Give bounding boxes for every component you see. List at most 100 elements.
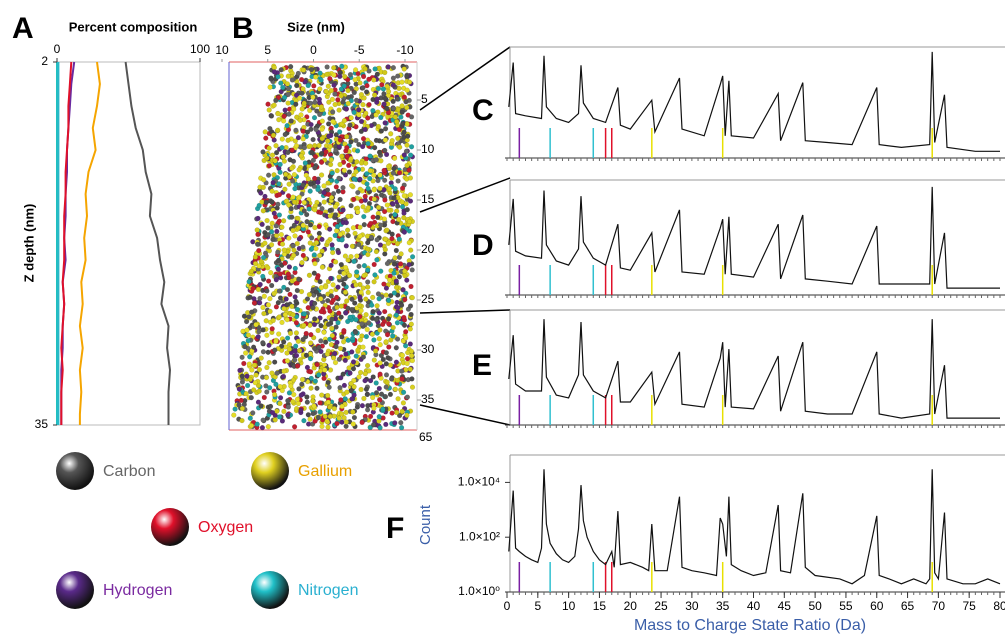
atom [252,254,259,260]
atom [306,272,313,278]
atom [326,191,332,198]
atom [267,126,273,132]
atom [265,232,271,238]
atom [364,391,370,398]
atom [267,84,273,90]
atom [335,320,341,326]
atom [383,350,390,356]
atom [351,258,357,265]
atom [293,343,299,349]
atom [292,138,299,144]
atom [285,412,291,418]
atom [377,172,383,178]
atom [386,344,392,350]
atom [350,225,357,231]
atom [370,214,376,220]
atom [285,91,291,98]
atom [291,199,298,205]
atom [274,370,280,376]
atom [326,133,332,139]
atom [305,229,311,235]
atom [300,252,306,259]
atom [350,409,356,415]
atom [286,111,292,117]
atom [339,334,345,340]
atom [338,262,344,268]
atom [358,308,364,314]
atom [333,147,339,153]
panel-letter: E [472,349,492,382]
atom [285,193,292,199]
atom [296,194,302,200]
atom [348,115,354,121]
atom [245,338,251,344]
atom [357,176,363,182]
atom [332,91,338,97]
atom [334,223,341,230]
atom [351,109,357,116]
atom [261,255,267,261]
atom [274,228,280,235]
atom [330,118,336,125]
atom [361,395,367,402]
atom [382,251,388,257]
atom [301,100,307,106]
atom [357,224,363,230]
atom [376,414,382,420]
atom [382,236,389,242]
atom [344,389,350,395]
atom [391,195,397,201]
atom [318,348,324,355]
x-tick-label: 5 [534,599,541,613]
atom [324,351,331,357]
atom [404,207,410,213]
atom [394,377,401,384]
atom [354,253,360,259]
atom [308,181,314,187]
atom [376,385,382,392]
profile-line [124,61,172,425]
atom [364,326,370,333]
atom [408,311,414,318]
atom [295,70,301,77]
atom [393,312,399,318]
atom [315,414,322,421]
atom [299,376,306,383]
atom [404,356,411,362]
atom [337,196,343,203]
atom [260,273,266,280]
atom [323,284,329,290]
atom [319,423,325,430]
atom [407,341,413,347]
atom [279,387,285,394]
atom [250,286,256,292]
atom [347,71,354,78]
x-tick-label: 20 [624,599,638,613]
atom [371,279,377,285]
atom [395,396,401,402]
atom [313,246,319,252]
atom [364,83,370,89]
atom [375,291,382,297]
atom [399,199,405,205]
atom [273,338,279,345]
atom [360,344,366,350]
atom [329,170,335,176]
atom [361,73,367,80]
atom [306,206,312,212]
atom [316,230,322,237]
atom [317,279,323,285]
atom [377,185,383,192]
atom [391,261,398,267]
atom [280,373,287,380]
atom [275,257,282,264]
atom [371,187,377,193]
atom [341,415,347,421]
atom [297,95,303,101]
atom [263,318,269,324]
atom [275,111,281,117]
atom [371,196,377,202]
atom [366,76,372,82]
atom [290,243,296,249]
atom [348,381,354,387]
